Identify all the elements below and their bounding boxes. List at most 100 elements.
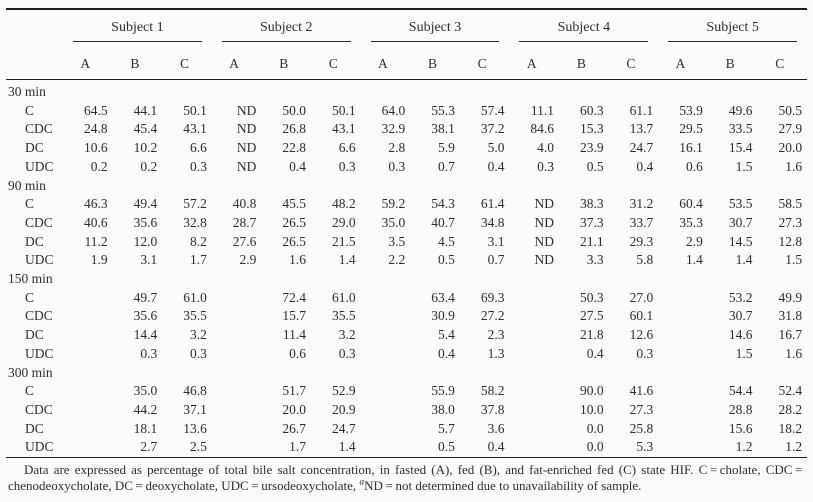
cell: ND [236, 158, 257, 174]
col-header: A [63, 42, 113, 80]
cell: 15.6 [728, 420, 753, 436]
footnote-superscript: a [359, 477, 365, 488]
cell [63, 326, 113, 345]
cell [509, 438, 559, 457]
cell: 27.2 [480, 308, 505, 324]
subject-label: Subject 3 [370, 12, 500, 42]
cell: 1.3 [487, 345, 505, 361]
cell: 37.3 [580, 214, 604, 230]
row-label: DC [25, 140, 44, 156]
cell: 53.9 [679, 102, 703, 118]
group-label-row: 90 min [6, 177, 807, 196]
cell: 34.8 [480, 214, 505, 230]
col-header: B [261, 42, 311, 80]
cell: 32.9 [381, 121, 406, 137]
cell: 35.5 [183, 308, 207, 324]
cell [361, 345, 411, 364]
cell: 61.1 [629, 102, 654, 118]
cell: 57.4 [480, 102, 505, 118]
cell [63, 401, 113, 420]
table-row: CDC 35.6 35.5 15.7 35.5 30.9 27.2 27.5 60.1 30.7 3… [6, 307, 807, 326]
cell: 35.5 [332, 308, 356, 324]
cell: 38.3 [580, 196, 604, 212]
cell: 0.3 [636, 345, 654, 361]
cell: ND [534, 252, 555, 268]
cell: 0.2 [140, 158, 158, 174]
cell: 55.9 [431, 383, 455, 399]
subject-label: Subject 5 [668, 12, 798, 42]
cell [509, 289, 559, 308]
row-label: C [25, 289, 35, 305]
cell: 40.7 [431, 214, 455, 230]
table-row: DC 14.4 3.2 11.4 3.2 5.4 2.3 21.8 12.6 14.6 16.7 [6, 326, 807, 345]
cell: 21.5 [332, 233, 356, 249]
cell: 37.8 [480, 401, 505, 417]
cell: 63.4 [431, 289, 455, 305]
cell: ND [534, 214, 555, 230]
cell: 52.4 [778, 383, 803, 399]
cell: 45.4 [133, 121, 158, 137]
cell: 49.6 [728, 102, 753, 118]
table-row: C 49.7 61.0 72.4 61.0 63.4 69.3 50.3 27.0 53.2 49.… [6, 289, 807, 308]
cell: 0.6 [685, 158, 703, 174]
cell: 10.2 [133, 140, 158, 156]
cell: 21.1 [580, 233, 604, 249]
cell: 16.1 [679, 140, 703, 156]
cell: 24.7 [629, 140, 654, 156]
cell: 5.3 [636, 439, 654, 455]
cell: 1.7 [189, 252, 207, 268]
cell: 46.3 [83, 196, 108, 212]
cell: 18.1 [133, 420, 158, 436]
cell: 11.1 [530, 102, 555, 118]
subject-header-1: Subject 1 [63, 9, 212, 42]
group-label: 90 min [8, 177, 46, 193]
cell: 1.5 [785, 252, 803, 268]
subject-label: Subject 1 [73, 12, 202, 42]
cell: 40.6 [83, 214, 108, 230]
cell: 53.2 [728, 289, 753, 305]
cell [658, 326, 708, 345]
row-label: DC [25, 420, 44, 436]
cell: 8.2 [189, 233, 207, 249]
cell: 2.5 [189, 439, 207, 455]
table-header: Subject 1 Subject 2 Subject 3 Subject 4 … [6, 9, 808, 80]
col-header: C [162, 42, 212, 80]
cell [63, 438, 113, 457]
cell: 45.5 [282, 196, 306, 212]
cell: 58.5 [778, 196, 803, 212]
col-header: B [559, 42, 609, 80]
cell: 1.2 [735, 439, 753, 455]
cell: 26.7 [282, 420, 306, 436]
cell: 1.6 [289, 252, 306, 268]
cell: 4.0 [537, 140, 555, 156]
col-header: A [360, 42, 411, 80]
cell: 27.3 [778, 214, 803, 230]
cell: 50.1 [183, 102, 207, 118]
cell: 1.4 [685, 252, 703, 268]
cell [212, 438, 262, 457]
row-label: CDC [25, 214, 53, 230]
subject-label: Subject 4 [519, 12, 649, 42]
col-header: B [707, 42, 758, 80]
cell: 32.8 [183, 214, 207, 230]
cell: 1.2 [785, 439, 803, 455]
row-label: C [25, 383, 35, 399]
footnote-text-2: ND = not determined due to unavailabilit… [364, 477, 642, 493]
cell: 0.3 [140, 345, 158, 361]
cell: 60.4 [679, 196, 703, 212]
cell: 0.2 [90, 158, 108, 174]
cell: 0.4 [586, 345, 604, 361]
cell: 50.3 [580, 289, 604, 305]
cell [63, 289, 113, 308]
cell: 44.2 [133, 401, 158, 417]
cell: 5.0 [487, 140, 505, 156]
cell: 0.3 [338, 158, 356, 174]
cell: 0.7 [487, 252, 505, 268]
cell: 28.7 [232, 214, 257, 230]
cell: 35.0 [381, 214, 406, 230]
cell: 2.2 [388, 252, 406, 268]
cell: 0.3 [388, 158, 406, 174]
cell: 2.7 [140, 439, 158, 455]
cell: 41.6 [629, 383, 654, 399]
